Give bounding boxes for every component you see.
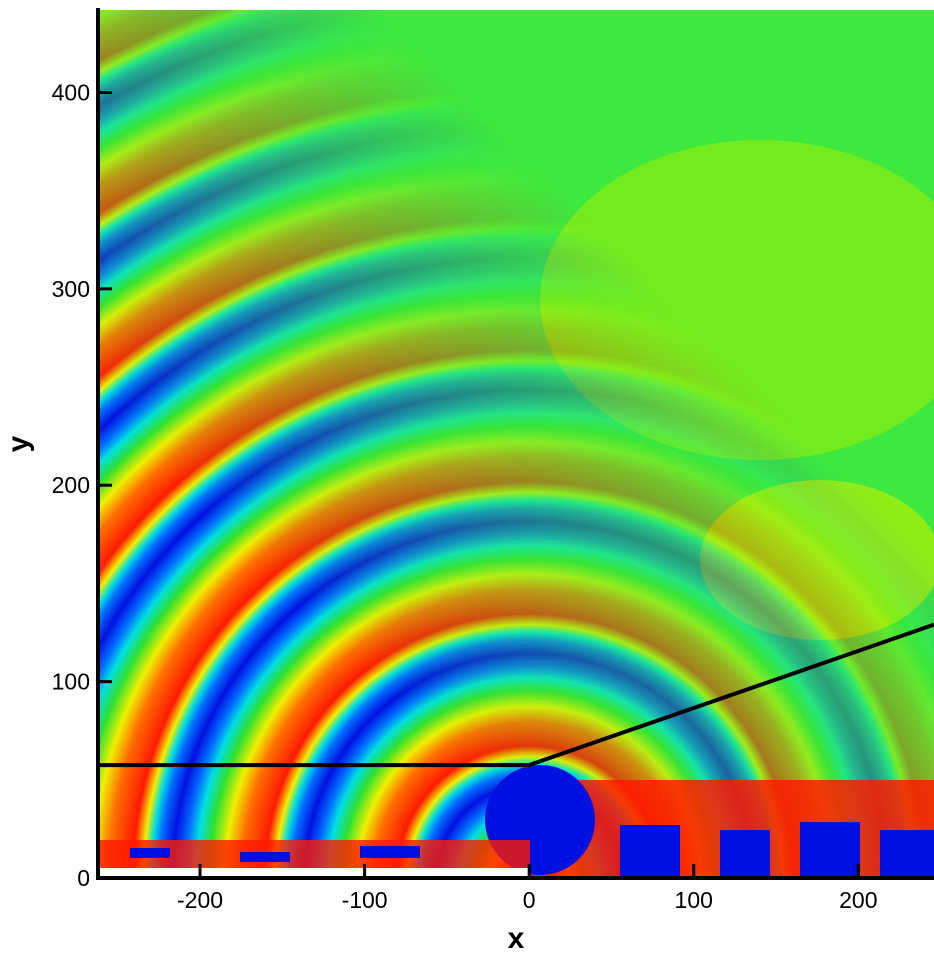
x-tick-label: 100	[675, 887, 713, 913]
x-tick-label: 0	[523, 887, 536, 913]
boundary-line	[98, 622, 934, 768]
x-tick-label: -100	[342, 887, 388, 913]
y-tick-label: 400	[52, 79, 90, 105]
y-tick-label: 100	[52, 669, 90, 695]
y-tick-label: 0	[77, 865, 90, 891]
y-axis-title: y	[2, 435, 35, 452]
x-tick-label: 200	[839, 887, 877, 913]
y-tick-label: 300	[52, 276, 90, 302]
x-axis-title: x	[508, 922, 525, 955]
contour-field	[98, 10, 934, 878]
x-tick-label: -200	[177, 887, 223, 913]
y-tick-label: 200	[52, 472, 90, 498]
